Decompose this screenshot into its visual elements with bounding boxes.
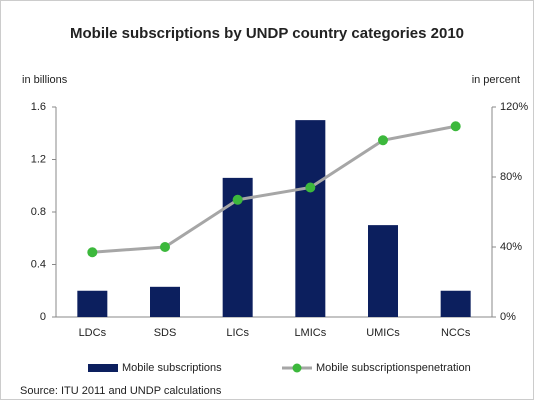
y-tick-label: 0 <box>40 311 46 323</box>
y-axis-label: in billions <box>22 74 68 86</box>
y2-tick-label: 40% <box>500 241 522 253</box>
bar <box>77 290 108 317</box>
y2-tick-label: 80% <box>500 171 522 183</box>
x-tick-label: LDCs <box>79 327 107 339</box>
y2-tick-label: 0% <box>500 311 516 323</box>
bar <box>440 290 471 317</box>
marker <box>160 242 170 252</box>
marker <box>450 121 461 132</box>
legend-label: Mobile subscriptionspenetration <box>316 362 471 374</box>
marker <box>305 182 316 193</box>
line <box>92 124 456 254</box>
bar <box>295 120 326 317</box>
legend-label: Mobile subscriptions <box>122 362 222 374</box>
y-tick-label: 0.4 <box>31 258 46 270</box>
marker <box>378 135 388 146</box>
source: Source: ITU 2011 and UNDP calculations <box>20 385 222 397</box>
x-tick-label: UMICs <box>366 327 400 339</box>
legend-marker <box>292 363 302 373</box>
x-tick-label: LMICs <box>294 327 326 339</box>
legend-swatch <box>88 364 118 372</box>
x-tick-label: LICs <box>226 327 249 339</box>
chart-title: Mobile subscriptions by UNDP country cat… <box>70 25 464 42</box>
y-tick-label: 1.2 <box>31 153 46 165</box>
y-tick-label: 1.6 <box>31 101 46 113</box>
marker <box>232 194 243 205</box>
y2-tick-label: 120% <box>500 101 528 113</box>
x-tick-label: NCCs <box>441 327 471 339</box>
y2-axis-label: in percent <box>472 74 520 86</box>
marker <box>87 247 98 258</box>
bar <box>150 286 180 317</box>
x-tick-label: SDS <box>154 327 177 339</box>
bar <box>368 225 398 317</box>
y-tick-label: 0.8 <box>31 206 46 218</box>
